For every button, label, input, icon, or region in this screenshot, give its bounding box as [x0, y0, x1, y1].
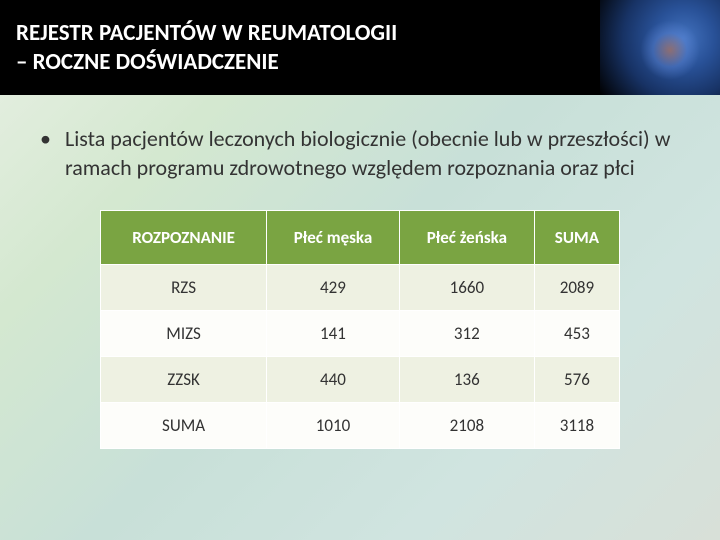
cell: SUMA — [101, 403, 267, 449]
cell: 2089 — [534, 265, 619, 311]
col-header: SUMA — [534, 211, 619, 265]
cell: 312 — [399, 311, 534, 357]
title-line-2: – ROCZNE DOŚWIADCZENIE — [16, 48, 279, 76]
cell: 1660 — [399, 265, 534, 311]
cell: MIZS — [101, 311, 267, 357]
table-row: RZS 429 1660 2089 — [101, 265, 620, 311]
bullet-item: • Lista pacjentów leczonych biologicznie… — [40, 125, 680, 182]
slide-title: REJESTR PACJENTÓW W REUMATOLOGII – ROCZN… — [16, 19, 397, 77]
cell: 453 — [534, 311, 619, 357]
bullet-marker: • — [40, 125, 51, 154]
cell: 429 — [267, 265, 400, 311]
col-header: Płeć żeńska — [399, 211, 534, 265]
cell: ZZSK — [101, 357, 267, 403]
table-container: ROZPOZNANIE Płeć męska Płeć żeńska SUMA … — [40, 210, 680, 449]
slide-content: • Lista pacjentów leczonych biologicznie… — [0, 95, 720, 469]
cell: 2108 — [399, 403, 534, 449]
col-header: ROZPOZNANIE — [101, 211, 267, 265]
cell: 576 — [534, 357, 619, 403]
cell: 141 — [267, 311, 400, 357]
data-table: ROZPOZNANIE Płeć męska Płeć żeńska SUMA … — [100, 210, 620, 449]
cell: 1010 — [267, 403, 400, 449]
title-line-1: REJESTR PACJENTÓW W REUMATOLOGII — [16, 19, 397, 47]
bullet-text: Lista pacjentów leczonych biologicznie (… — [65, 125, 680, 182]
header-glow — [640, 20, 700, 80]
slide-header: REJESTR PACJENTÓW W REUMATOLOGII – ROCZN… — [0, 0, 720, 95]
cell: 136 — [399, 357, 534, 403]
table-row: ZZSK 440 136 576 — [101, 357, 620, 403]
cell: RZS — [101, 265, 267, 311]
col-header: Płeć męska — [267, 211, 400, 265]
cell: 440 — [267, 357, 400, 403]
table-row: MIZS 141 312 453 — [101, 311, 620, 357]
cell: 3118 — [534, 403, 619, 449]
table-header-row: ROZPOZNANIE Płeć męska Płeć żeńska SUMA — [101, 211, 620, 265]
table-row: SUMA 1010 2108 3118 — [101, 403, 620, 449]
